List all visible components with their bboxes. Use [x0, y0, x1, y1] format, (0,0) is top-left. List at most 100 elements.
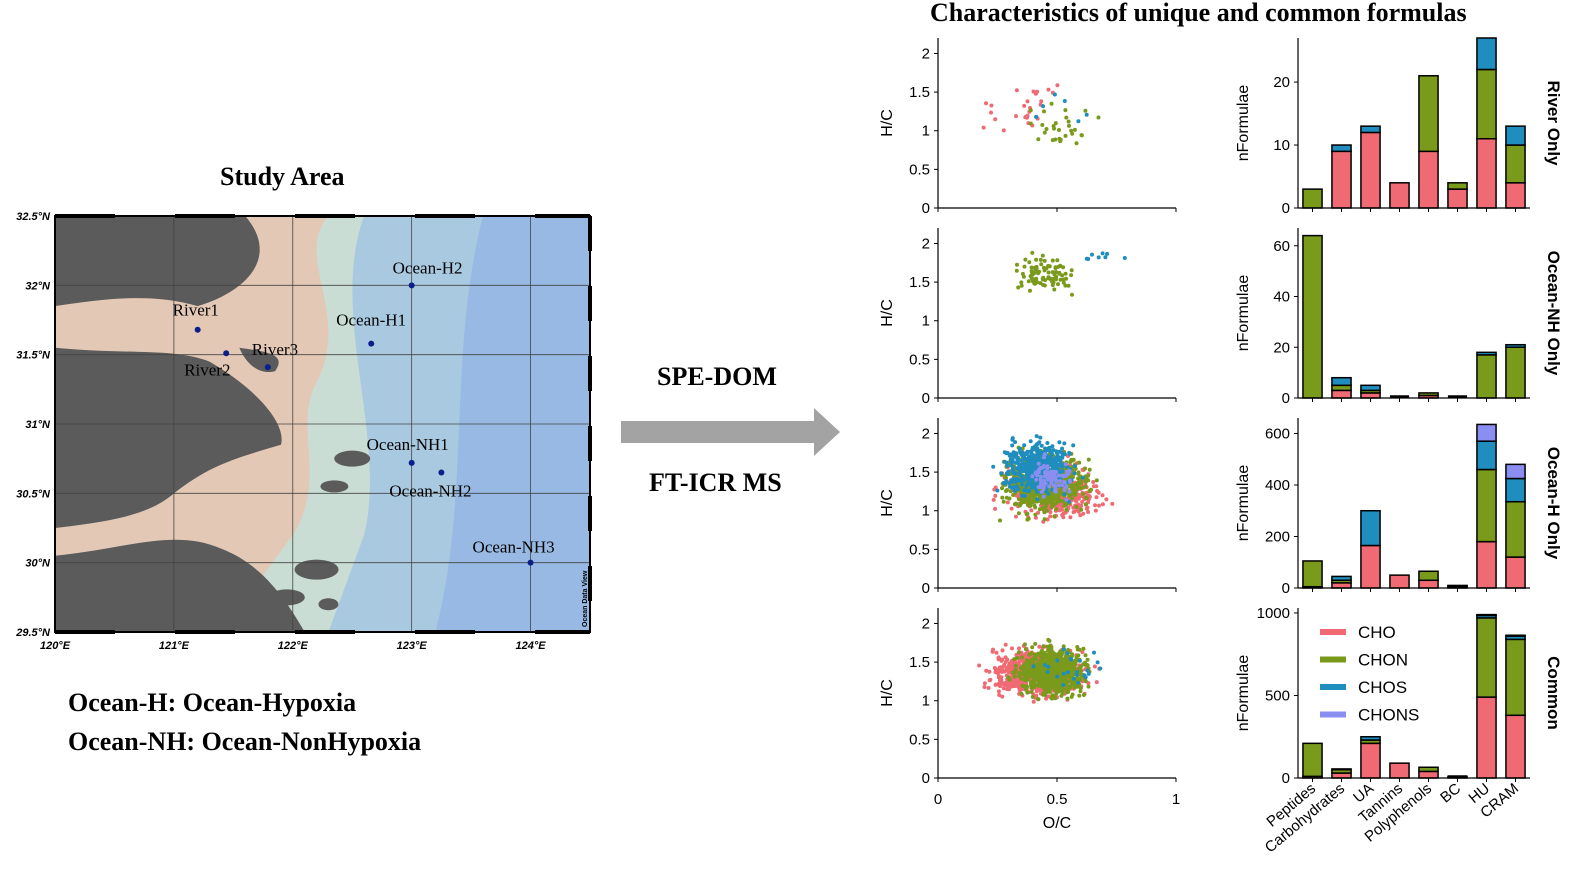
bar-segment-chos [1331, 768, 1352, 771]
point-chos [1032, 456, 1037, 461]
point-chon [1046, 676, 1051, 680]
point-cho [984, 101, 988, 106]
point-cho [1060, 507, 1064, 512]
point-chon [1036, 651, 1041, 656]
point-cho [1017, 685, 1022, 690]
point-chon [1041, 692, 1046, 697]
point-chon [1074, 141, 1079, 146]
point-chos [1076, 119, 1081, 124]
point-chon [1052, 270, 1057, 275]
point-chon [1015, 262, 1019, 267]
point-chon [1075, 645, 1080, 649]
bar-segment-chon [1476, 468, 1497, 543]
point-chon [1048, 643, 1053, 648]
point-chos [1038, 453, 1043, 458]
point-chon [1078, 689, 1083, 694]
point-chon [1094, 478, 1099, 483]
point-cho [998, 684, 1003, 689]
lat-label: 31°N [25, 419, 51, 431]
bar-segment-cho [1476, 137, 1497, 209]
bar-segment-chon [1418, 75, 1439, 153]
point-chon [1057, 498, 1062, 503]
point-cho [989, 103, 994, 108]
scatter-y-tick-label: 1 [922, 123, 930, 140]
point-chon [1054, 691, 1059, 696]
land-north [55, 216, 260, 307]
point-chos [1023, 493, 1028, 498]
point-cho [993, 485, 998, 490]
point-chos [1044, 489, 1049, 494]
point-cho [1094, 484, 1099, 489]
point-chon [1035, 697, 1040, 701]
point-chon [1059, 652, 1064, 657]
lon-label: 124°E [516, 640, 547, 652]
point-chon [1016, 285, 1021, 290]
point-chon [1083, 484, 1088, 489]
bar-segment-chon [1505, 500, 1526, 558]
point-chon [1039, 681, 1044, 685]
bar-segment-chons [1505, 634, 1526, 637]
point-chon [1013, 663, 1018, 668]
panel-row-river-only: 0 0.5 1 1.5 2 H/C 0 10 20 nFormulae River Only [879, 37, 1563, 217]
scatter-x-tick-label: 0 [934, 791, 942, 808]
point-chon [1047, 650, 1052, 655]
point-cho [1031, 699, 1036, 704]
point-chos [1067, 450, 1072, 455]
point-chos [1057, 455, 1062, 460]
point-chon [1066, 283, 1071, 288]
point-chon [1065, 696, 1070, 701]
point-chon [1000, 486, 1004, 491]
point-chon [1017, 673, 1022, 678]
station-label: Ocean-H2 [393, 258, 463, 277]
point-chon [1081, 491, 1085, 496]
method-spe-dom: SPE-DOM [657, 362, 777, 391]
legend-label-chos: CHOS [1358, 678, 1407, 697]
point-chon [1096, 115, 1101, 120]
point-chon [1046, 270, 1051, 275]
point-chos [1020, 493, 1025, 498]
bar-segment-chon [1418, 392, 1439, 397]
point-chon [1026, 279, 1031, 284]
bar-y-label: nFormulae [1235, 85, 1252, 162]
point-chon [1030, 679, 1035, 684]
point-cho [994, 650, 999, 655]
study-area-map: 32.5°N 32°N 31.5°N 31°N 30.5°N 30°N 29.5°N120°… [15, 211, 592, 652]
point-chon [1042, 517, 1047, 522]
bar-y-tick-label: 200 [1265, 528, 1290, 545]
point-chon [1033, 641, 1038, 646]
point-chon [1069, 128, 1074, 133]
point-cho [1000, 681, 1005, 686]
point-cho [977, 663, 982, 668]
point-chon [1060, 687, 1065, 691]
point-chon [1084, 496, 1089, 501]
point-chons [1047, 484, 1052, 489]
bar-segment-chos [1360, 384, 1381, 392]
point-cho [1079, 503, 1084, 508]
point-chon [1017, 650, 1021, 655]
station-label: Ocean-NH2 [389, 482, 471, 501]
point-chon [1028, 667, 1033, 672]
point-chon [1078, 486, 1083, 491]
point-chon [1086, 684, 1091, 689]
point-chon [1051, 124, 1056, 128]
point-chon [1059, 693, 1064, 698]
panel-row-ocean-nh-only: 0 0.5 1 1.5 2 H/C 0 20 40 60 nFormulae Ocean-NH Onl… [879, 228, 1563, 407]
point-chos [1105, 251, 1110, 256]
point-chos [1024, 472, 1029, 477]
island-2 [320, 480, 349, 493]
point-chos [1006, 472, 1011, 477]
point-chons [1038, 477, 1043, 482]
bar-segment-cho [1331, 150, 1352, 209]
point-cho [996, 674, 1001, 678]
point-cho [1045, 517, 1050, 522]
legend-swatch-chons [1320, 711, 1346, 718]
point-chos [1090, 252, 1094, 257]
station-label: River2 [184, 360, 230, 379]
point-chon [1057, 676, 1062, 681]
stacked-bars [1302, 423, 1526, 589]
point-chon [1029, 657, 1034, 662]
point-chos [1055, 658, 1060, 663]
point-cho [987, 669, 992, 674]
point-chon [1038, 281, 1043, 286]
